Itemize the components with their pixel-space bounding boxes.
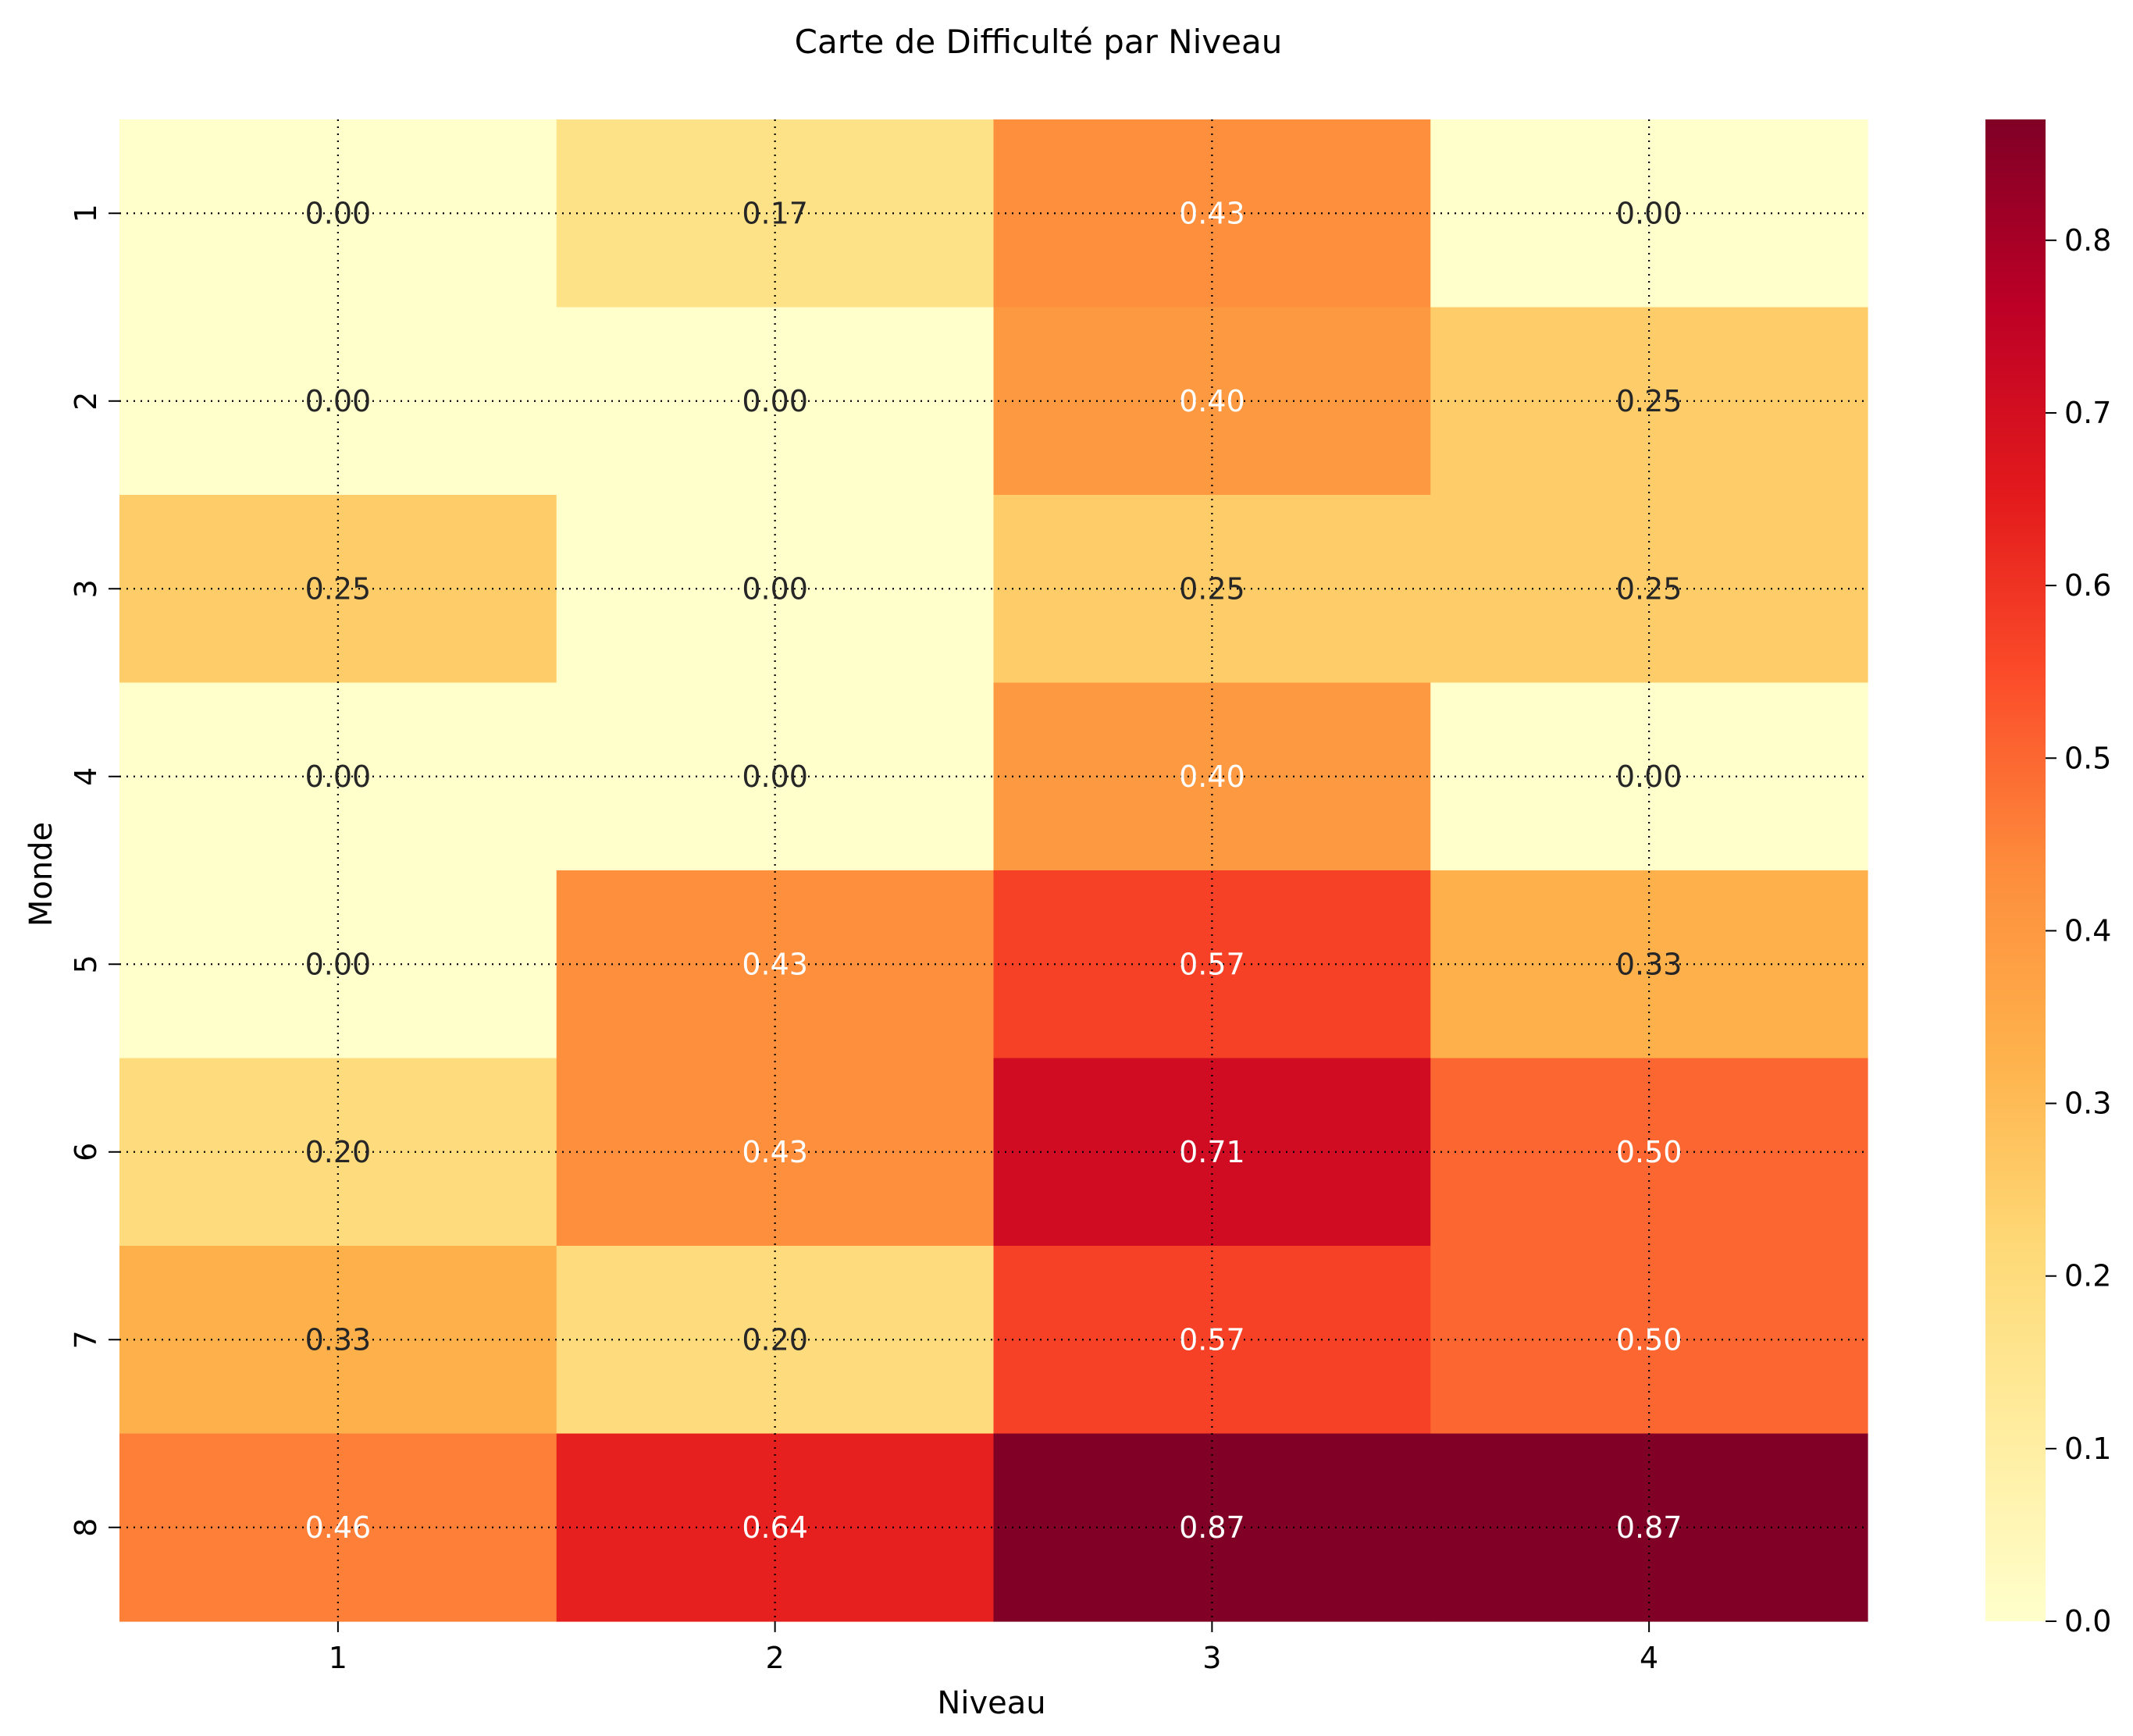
cell-value-label: 0.25 [1616, 384, 1683, 418]
colorbar-tick-label: 0.8 [2064, 223, 2111, 258]
heatmap-cell [993, 1433, 1431, 1622]
chart-title: Carte de Difficulté par Niveau [795, 23, 1283, 61]
cell-value-label: 0.50 [1616, 1135, 1683, 1169]
cell-value-label: 0.00 [1616, 760, 1683, 794]
x-tick-label: 3 [1202, 1641, 1221, 1675]
cell-value-label: 0.50 [1616, 1322, 1683, 1357]
y-tick-label: 4 [69, 767, 103, 786]
y-axis-ticks: 1 2 3 4 5 6 7 8 [69, 204, 119, 1537]
x-axis-label: Niveau [937, 1685, 1045, 1721]
x-tick-label: 1 [329, 1641, 347, 1675]
cell-value-label: 0.00 [742, 571, 808, 606]
colorbar-tick-label: 0.2 [2064, 1259, 2111, 1293]
cell-value-label: 0.00 [742, 384, 808, 418]
cell-value-label: 0.00 [305, 384, 372, 418]
heatmap-cell [993, 1246, 1431, 1435]
cell-value-label: 0.57 [1179, 1322, 1245, 1357]
colorbar-tick-label: 0.1 [2064, 1432, 2111, 1466]
heatmap-cell [993, 495, 1431, 684]
heatmap-cell [1430, 119, 1868, 308]
x-tick-label: 2 [766, 1641, 785, 1675]
cell-value-label: 0.43 [1179, 196, 1245, 230]
cell-value-label: 0.00 [305, 196, 372, 230]
y-tick-label: 7 [69, 1330, 103, 1349]
cell-value-label: 0.46 [305, 1510, 372, 1545]
y-tick-label: 8 [69, 1518, 103, 1537]
heatmap-cell [993, 682, 1431, 871]
cell-value-label: 0.00 [1616, 196, 1683, 230]
y-tick-label: 3 [69, 579, 103, 598]
cell-value-label: 0.17 [742, 196, 808, 230]
colorbar-tick-label: 0.0 [2064, 1604, 2111, 1638]
colorbar-tick-label: 0.5 [2064, 741, 2111, 775]
cell-value-label: 0.87 [1179, 1510, 1245, 1545]
grid-lines [119, 119, 1868, 1621]
cell-value-label: 0.43 [742, 1135, 808, 1169]
cell-value-label: 0.20 [742, 1322, 808, 1357]
heatmap-cell [993, 119, 1431, 308]
cell-value-label: 0.64 [742, 1510, 808, 1545]
heatmap-cell [1430, 1433, 1868, 1622]
cell-value-label: 0.33 [305, 1322, 372, 1357]
y-axis-label: Monde [23, 822, 59, 927]
colorbar-tick-label: 0.3 [2064, 1087, 2111, 1121]
y-tick-label: 6 [69, 1143, 103, 1161]
cell-value-label: 0.40 [1179, 760, 1245, 794]
cell-value-label: 0.57 [1179, 947, 1245, 981]
cell-value-label: 0.40 [1179, 384, 1245, 418]
y-tick-label: 2 [69, 392, 103, 411]
cell-value-label: 0.20 [305, 1135, 372, 1169]
heatmap-cell [1430, 1246, 1868, 1435]
cell-value-label: 0.00 [305, 947, 372, 981]
heatmap-cell [1430, 682, 1868, 871]
cell-value-label: 0.33 [1616, 947, 1683, 981]
cell-value-label: 0.25 [1179, 571, 1245, 606]
heatmap-cells [119, 119, 1868, 1622]
colorbar-tick-label: 0.4 [2064, 913, 2111, 948]
colorbar-gradient [1985, 119, 2046, 1621]
cell-value-label: 0.71 [1179, 1135, 1245, 1169]
cell-value-label: 0.87 [1616, 1510, 1683, 1545]
cell-value-label: 0.00 [305, 760, 372, 794]
y-tick-label: 5 [69, 955, 103, 973]
colorbar-tick-label: 0.7 [2064, 396, 2111, 430]
cell-value-label: 0.25 [305, 571, 372, 606]
cell-value-label: 0.25 [1616, 571, 1683, 606]
colorbar: 0.0 0.1 0.2 0.3 0.4 0.5 0.6 0.7 0.8 [1985, 119, 2111, 1638]
x-axis-ticks: 1 2 3 4 [329, 1621, 1658, 1675]
x-tick-label: 4 [1640, 1641, 1658, 1675]
colorbar-tick-label: 0.6 [2064, 568, 2111, 603]
cell-value-label: 0.43 [742, 947, 808, 981]
cell-value-labels: 0.00 0.17 0.43 0.00 0.00 0.00 0.40 0.25 0.25 0.00… [305, 196, 1683, 1545]
y-tick-label: 1 [69, 204, 103, 222]
cell-value-label: 0.00 [742, 760, 808, 794]
heatmap-cell [1430, 495, 1868, 684]
